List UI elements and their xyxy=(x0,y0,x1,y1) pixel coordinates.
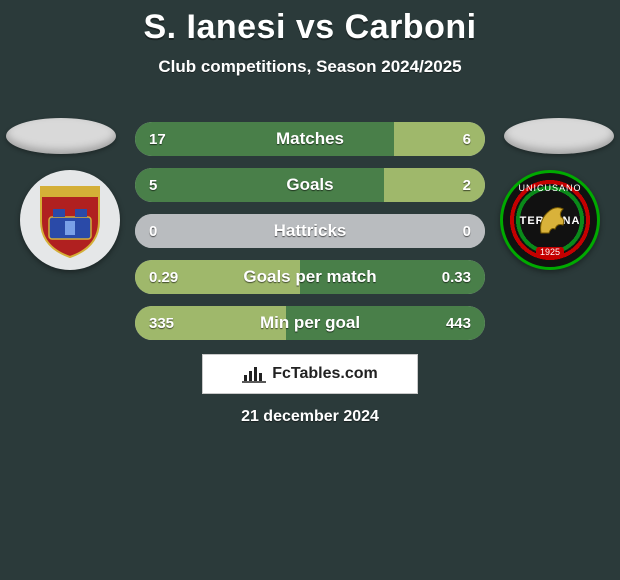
player-avatar-placeholder-left xyxy=(6,118,116,154)
stat-bar-left xyxy=(135,306,286,340)
stat-bar-right xyxy=(300,260,486,294)
stat-bar-left xyxy=(135,168,384,202)
stat-rows: Matches176 Goals52 Hattricks00 Goals per ma… xyxy=(135,122,485,340)
player-avatar-placeholder-right xyxy=(504,118,614,154)
crest-text-top: UNICUSANO xyxy=(503,183,597,193)
bars-icon xyxy=(242,365,266,383)
attribution-label: FcTables.com xyxy=(272,365,378,383)
comparison-card: S. Ianesi vs Carboni Club competitions, … xyxy=(0,0,620,580)
stat-row: Hattricks00 xyxy=(135,214,485,248)
page-title: S. Ianesi vs Carboni xyxy=(0,8,620,47)
crest-text-mid: TERNANA xyxy=(503,215,597,227)
attribution-badge: FcTables.com xyxy=(202,354,418,394)
stat-bar-left xyxy=(135,214,310,248)
stat-row: Min per goal335443 xyxy=(135,306,485,340)
stat-row: Goals per match0.290.33 xyxy=(135,260,485,294)
stat-row: Goals52 xyxy=(135,168,485,202)
stat-bar-left xyxy=(135,260,300,294)
club-crest-left xyxy=(20,170,120,270)
dragon-icon xyxy=(537,203,569,239)
stat-bar-right xyxy=(394,122,485,156)
page-subtitle: Club competitions, Season 2024/2025 xyxy=(0,57,620,77)
crest-year: 1925 xyxy=(536,247,564,257)
stat-bar-right xyxy=(286,306,486,340)
stat-row: Matches176 xyxy=(135,122,485,156)
stat-bar-left xyxy=(135,122,394,156)
footer-date: 21 december 2024 xyxy=(0,408,620,426)
crest-rings-icon xyxy=(506,176,594,264)
stat-bar-right xyxy=(310,214,485,248)
club-crest-right: UNICUSANO TERNANA 1925 xyxy=(500,170,600,270)
shield-icon xyxy=(39,181,101,259)
stat-bar-right xyxy=(384,168,486,202)
